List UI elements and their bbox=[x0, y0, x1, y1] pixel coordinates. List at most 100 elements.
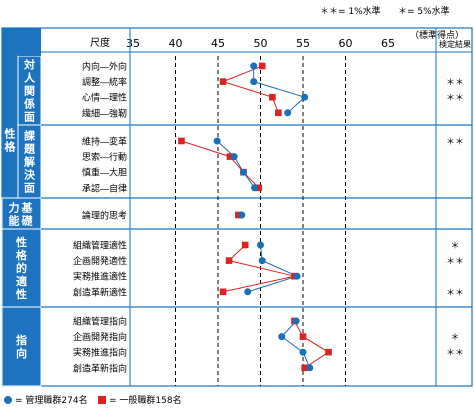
x-tick-label: 45 bbox=[211, 37, 225, 50]
section-label-aptitude: 性 bbox=[16, 287, 27, 301]
scale-item-label: 組織管理適性 bbox=[73, 240, 127, 252]
sig-marker: ＊＊ bbox=[446, 349, 464, 359]
point-general bbox=[255, 184, 263, 192]
header-blue-fill bbox=[18, 28, 41, 56]
section-label-aptitude: 格 bbox=[16, 248, 28, 262]
scale-item-label: 実務推進適性 bbox=[73, 271, 127, 283]
sig-marker: ＊＊ bbox=[446, 257, 464, 267]
point-managers bbox=[244, 288, 252, 296]
scale-item-label: 創造革新指向 bbox=[73, 362, 127, 374]
significance-note-5pct: ＊= 5%水準 bbox=[398, 7, 450, 17]
section-label-aptitude: 的 bbox=[16, 261, 27, 275]
x-tick-label: 40 bbox=[169, 37, 183, 50]
sig-marker: ＊ bbox=[450, 333, 459, 343]
legend-square-icon bbox=[98, 395, 106, 404]
point-general bbox=[299, 333, 307, 340]
point-managers bbox=[230, 153, 238, 161]
section-label-basic: 力 bbox=[9, 201, 20, 215]
scale-item-label: 承認―自律 bbox=[82, 182, 127, 194]
scale-item-label: 心情―理性 bbox=[82, 92, 127, 104]
section-label-orientation: 向 bbox=[16, 346, 27, 360]
series-line-general bbox=[181, 140, 260, 189]
point-managers bbox=[292, 317, 300, 325]
scale-item-label: 企画開発指向 bbox=[73, 331, 127, 343]
series-line-managers bbox=[253, 66, 306, 114]
sig-marker: ＊＊ bbox=[446, 78, 464, 88]
point-general bbox=[178, 137, 185, 145]
point-general bbox=[219, 78, 227, 85]
legend-general: = 一般職群158名 bbox=[98, 393, 182, 406]
point-general bbox=[301, 364, 308, 372]
sig-marker: ＊ bbox=[450, 242, 459, 252]
point-managers bbox=[240, 168, 247, 176]
outer-section-box bbox=[2, 28, 18, 198]
scale-item-label: 組織管理指向 bbox=[73, 316, 127, 328]
section-label-basic: 礎 bbox=[21, 214, 34, 228]
point-managers bbox=[250, 62, 258, 70]
series-line-managers bbox=[281, 320, 311, 368]
section-label-basic: 基 bbox=[21, 201, 34, 215]
legend-managers: = 管理職群274名 bbox=[4, 393, 88, 406]
section-label-interpersonal: 関 bbox=[24, 85, 35, 98]
point-managers bbox=[293, 272, 301, 280]
point-managers bbox=[278, 333, 286, 341]
scale-item-label: 維持―変革 bbox=[82, 136, 127, 148]
scale-item-label: 論理的思考 bbox=[82, 210, 127, 222]
point-general bbox=[275, 109, 282, 117]
section-label-aptitude: 性 bbox=[16, 235, 27, 249]
point-general bbox=[325, 348, 332, 356]
scale-label: 尺度 bbox=[90, 36, 110, 49]
result-label: 検定結果 bbox=[439, 39, 471, 49]
x-tick-label: 50 bbox=[254, 37, 268, 50]
legend-general-label: = 一般職群158名 bbox=[109, 396, 182, 406]
point-managers bbox=[258, 257, 266, 265]
sig-marker: ＊＊ bbox=[446, 288, 464, 298]
point-managers bbox=[299, 348, 307, 356]
series-line-general bbox=[294, 320, 330, 369]
scale-item-label: 慎重―大胆 bbox=[82, 167, 127, 179]
outer-section-label: 格 bbox=[5, 140, 17, 154]
outer-section-label: 性 bbox=[5, 127, 16, 141]
sig-marker: ＊＊ bbox=[446, 94, 464, 104]
section-label-interpersonal: 対 bbox=[23, 58, 35, 72]
x-tick-label: 55 bbox=[296, 37, 310, 50]
section-label-interpersonal: 人 bbox=[24, 71, 36, 85]
section-label-problem: 面 bbox=[24, 182, 35, 195]
scale-item-label: 実務推進指向 bbox=[73, 347, 127, 359]
section-label-problem: 課 bbox=[24, 129, 36, 143]
point-managers bbox=[301, 93, 309, 101]
section-label-orientation: 指 bbox=[16, 333, 27, 347]
section-box-orientation bbox=[1, 306, 42, 387]
section-label-interpersonal: 面 bbox=[24, 111, 35, 124]
significance-note-1pct: ＊＊= 1%水準 bbox=[320, 7, 381, 17]
scale-item-label: 創造革新適性 bbox=[73, 286, 127, 298]
section-label-basic: 能 bbox=[9, 214, 20, 228]
series-line-general bbox=[221, 65, 279, 113]
legend-circle-icon bbox=[4, 395, 12, 404]
point-managers bbox=[213, 137, 221, 145]
unit-label: （標準得点） bbox=[410, 29, 464, 41]
point-managers bbox=[284, 109, 292, 117]
section-label-problem: 決 bbox=[24, 168, 36, 182]
point-managers bbox=[250, 78, 258, 86]
point-general bbox=[219, 288, 227, 296]
x-tick-label: 65 bbox=[381, 37, 395, 50]
x-tick-label: 35 bbox=[126, 37, 140, 50]
scale-item-label: 企画開発適性 bbox=[73, 255, 127, 267]
point-general bbox=[269, 93, 276, 101]
point-general bbox=[241, 241, 249, 249]
point-managers bbox=[238, 211, 246, 219]
series-line-managers bbox=[216, 140, 255, 189]
legend-managers-label: = 管理職群274名 bbox=[15, 396, 88, 406]
scale-item-label: 繊細―強靭 bbox=[82, 107, 127, 119]
section-label-problem: 題 bbox=[24, 143, 36, 156]
scale-item-label: 思索―行動 bbox=[82, 151, 127, 163]
section-label-aptitude: 適 bbox=[16, 274, 27, 288]
section-label-interpersonal: 係 bbox=[24, 97, 35, 111]
scale-item-label: 調整―統率 bbox=[82, 76, 127, 88]
point-managers bbox=[257, 241, 264, 249]
scale-item-label: 内向―外向 bbox=[82, 61, 127, 73]
section-box-basic bbox=[1, 197, 42, 230]
point-managers bbox=[251, 184, 259, 192]
